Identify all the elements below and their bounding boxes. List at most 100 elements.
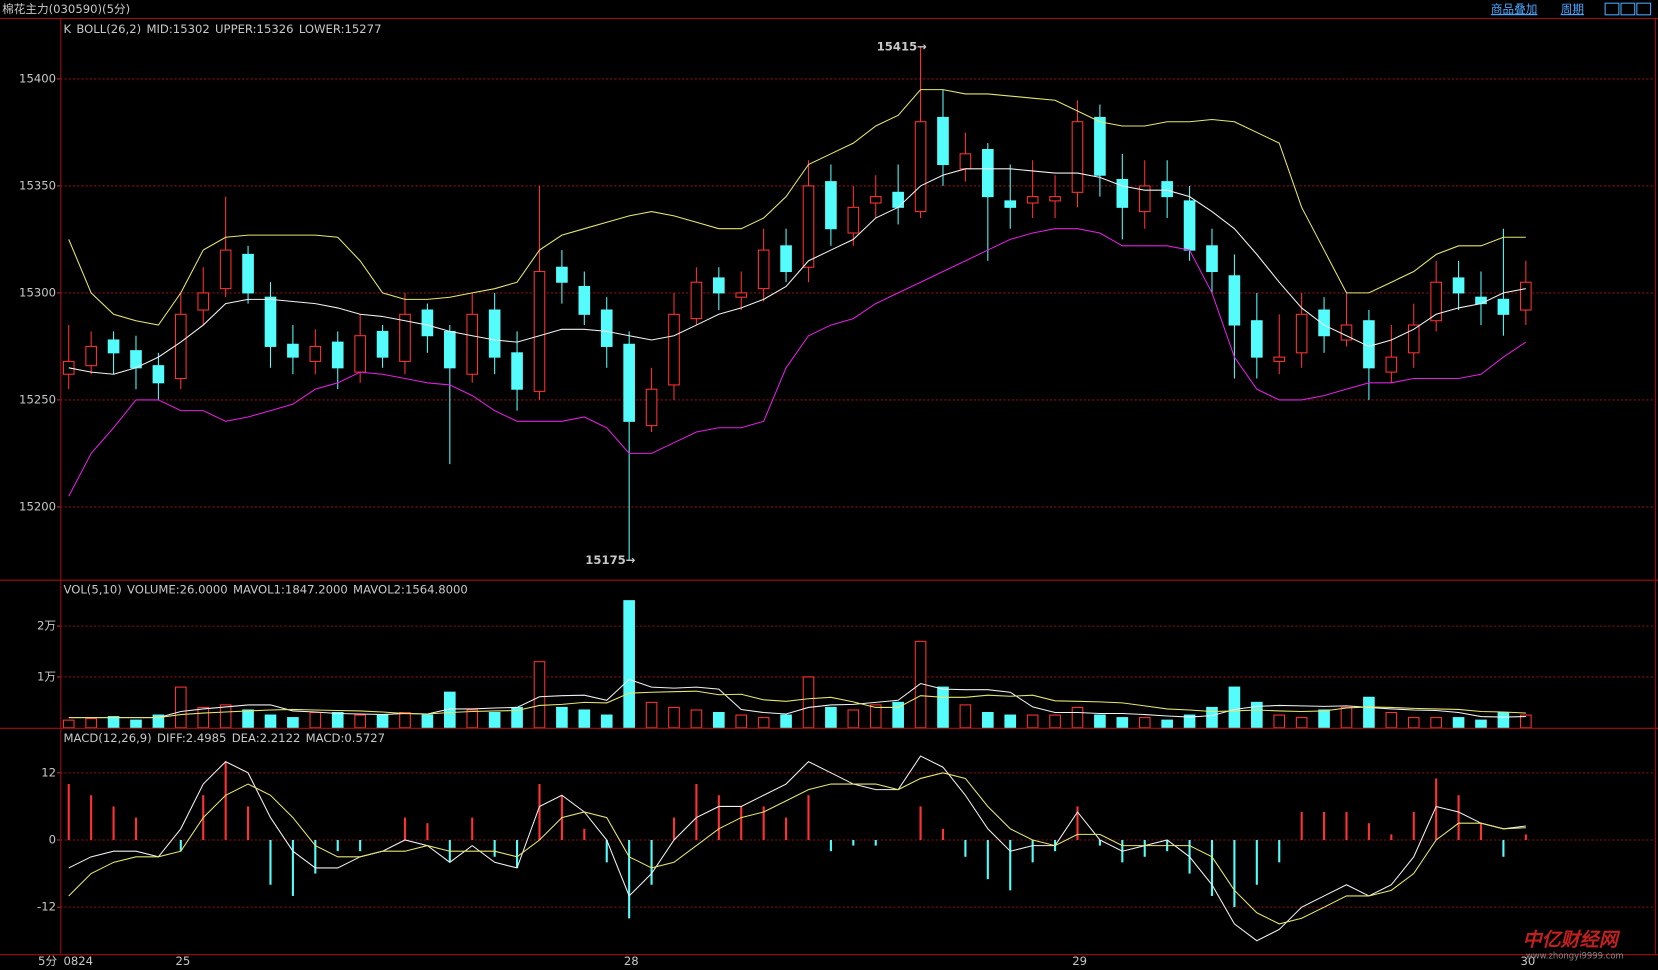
x-axis-label: 5分 — [38, 954, 57, 968]
legend-item: LOWER:15277 — [299, 22, 382, 36]
y-tick-label: 15300 — [19, 285, 56, 299]
volume-bar — [1407, 717, 1420, 729]
volume-bar — [533, 661, 546, 729]
volume-bar — [466, 709, 479, 729]
period-button[interactable]: 周期 — [1561, 2, 1584, 16]
candle-body — [242, 253, 254, 294]
candle-body — [1430, 281, 1442, 322]
volume-bar — [780, 714, 792, 729]
legend-item: MAVOL2:1564.8000 — [353, 583, 468, 597]
candle-body — [399, 313, 411, 362]
candle-body — [825, 181, 837, 230]
volume-bar — [488, 711, 501, 729]
y-tick-label: 15400 — [19, 71, 56, 85]
volume-bar — [130, 719, 142, 729]
candle-body — [802, 185, 815, 268]
legend-item: MACD:0.5727 — [306, 731, 385, 745]
candle-body — [914, 121, 927, 213]
candle-body — [421, 309, 434, 337]
candle-body — [466, 313, 479, 375]
volume-bar — [645, 701, 658, 729]
volume-bar — [399, 711, 411, 729]
volume-bar — [354, 714, 366, 729]
candle-body — [1228, 275, 1241, 326]
candle-body — [735, 292, 748, 298]
legend-item: MAVOL1:1847.2000 — [233, 583, 348, 597]
candle-body — [1407, 324, 1420, 354]
candle-body — [578, 285, 591, 315]
volume-bar — [713, 711, 725, 729]
volume-bar — [219, 704, 232, 729]
candle-body — [287, 343, 299, 358]
candle-body — [1004, 200, 1017, 208]
window-controls — [1604, 2, 1652, 16]
volume-bar — [1295, 717, 1308, 729]
legend-item: MID:15302 — [146, 22, 209, 36]
volume-bar — [1094, 714, 1106, 729]
control-button[interactable] — [1620, 2, 1636, 16]
volume-bar — [825, 706, 837, 729]
candle-body — [309, 345, 322, 362]
extreme-annotation: 15415→ — [877, 39, 927, 53]
volume-bar — [309, 711, 322, 729]
overlay-button[interactable]: 商品叠加 — [1491, 2, 1538, 16]
volume-bar — [847, 709, 860, 729]
candle-body — [1318, 309, 1330, 337]
candle-body — [668, 313, 680, 386]
volume-bar — [264, 714, 277, 729]
y-tick-label: 1万 — [37, 669, 56, 683]
series-line — [68, 772, 1526, 925]
series-line — [68, 690, 1526, 719]
candle-body — [1497, 298, 1510, 315]
volume-bar — [1318, 709, 1330, 729]
volume-bar — [1363, 696, 1375, 729]
volume-bar — [1116, 717, 1129, 729]
volume-bar — [869, 704, 882, 729]
candle-body — [869, 196, 882, 204]
volume-bar — [287, 717, 299, 729]
volume-bar — [1475, 719, 1487, 729]
volume-bar — [1385, 711, 1398, 729]
series-line — [68, 228, 1527, 497]
candle-body — [130, 350, 142, 369]
candle-body — [174, 313, 187, 380]
candle-body — [444, 330, 456, 369]
candle-body — [623, 343, 635, 422]
y-tick-label: 0 — [49, 832, 56, 846]
candle-body — [331, 341, 344, 369]
volume-bar — [1071, 706, 1084, 729]
y-tick-label: 12 — [41, 765, 56, 779]
legend-item: BOLL(26,2) — [76, 22, 141, 36]
series-line — [68, 678, 1526, 719]
volume-bar — [668, 706, 680, 729]
legend-item: VOL(5,10) — [63, 583, 121, 597]
volume-bar — [85, 718, 97, 729]
volume-bar — [937, 686, 949, 729]
volume-bar — [600, 714, 613, 729]
series-line — [68, 168, 1526, 375]
volume-bar — [107, 716, 120, 729]
candle-body — [376, 330, 389, 358]
y-tick-label: 2万 — [37, 619, 56, 633]
volume-bar — [197, 706, 210, 729]
candle-body — [780, 245, 792, 273]
candle-body — [959, 153, 972, 170]
x-tick-label: 30 — [1521, 954, 1536, 968]
candle-body — [690, 281, 703, 320]
volume-bar — [802, 676, 815, 729]
candle-body — [85, 345, 97, 367]
volume-bar — [1497, 711, 1510, 729]
x-tick-label: 0824 — [63, 954, 93, 968]
volume-bar — [1026, 714, 1039, 729]
volume-bar — [1340, 706, 1353, 729]
control-button[interactable] — [1636, 2, 1652, 16]
candle-body — [645, 388, 658, 427]
control-button[interactable] — [1604, 2, 1620, 16]
volume-bar — [376, 714, 389, 729]
candle-body — [1475, 296, 1487, 305]
candle-body — [488, 309, 501, 358]
watermark-url: www.zhongyi9999.com — [1526, 951, 1624, 961]
